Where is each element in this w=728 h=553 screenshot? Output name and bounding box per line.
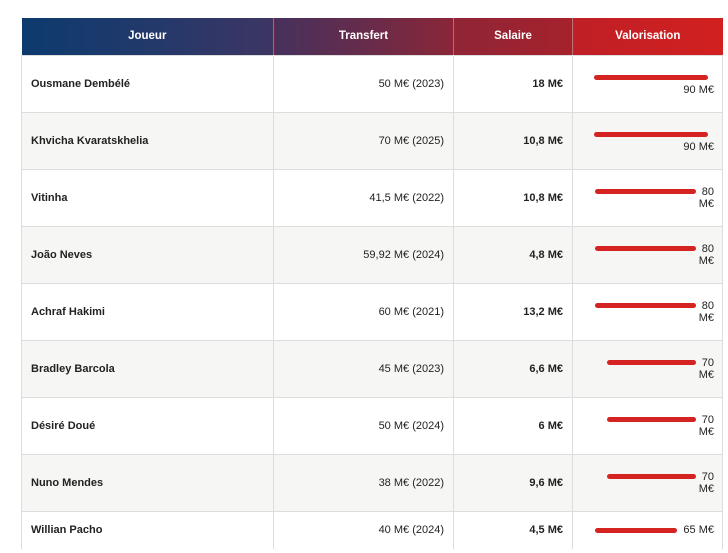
valuation-cell: 70 M€: [572, 396, 723, 455]
valuation-value: 70 M€: [698, 470, 714, 495]
player-name-cell: Willian Pacho: [21, 510, 274, 549]
player-name-cell: Ousmane Dembélé: [21, 54, 274, 113]
valuation-bar: [594, 189, 696, 195]
valuation-cell: 90 M€: [572, 111, 723, 170]
transfer-cell: 50 M€ (2024): [273, 396, 454, 455]
valuation-bar: [594, 132, 708, 138]
salary-cell: 10,8 M€: [453, 111, 573, 170]
transfer-cell: 40 M€ (2024): [273, 510, 454, 549]
salary-cell: 10,8 M€: [453, 168, 573, 227]
player-name-cell: Vitinha: [21, 168, 274, 227]
salary-cell: 4,5 M€: [453, 510, 573, 549]
salary-cell: 6 M€: [453, 396, 573, 455]
salary-cell: 13,2 M€: [453, 282, 573, 341]
valuation-value: 70 M€: [698, 413, 714, 438]
valuation-cell: 70 M€: [572, 453, 723, 512]
valuation-cell: 65 M€: [572, 510, 723, 549]
table-row: Khvicha Kvaratskhelia 70 M€ (2025) 10,8 M€…: [21, 111, 723, 170]
valuation-value: 90 M€: [683, 83, 714, 96]
transfer-cell: 59,92 M€ (2024): [273, 225, 454, 284]
valuation-bar: [606, 417, 696, 423]
column-header-transfer[interactable]: Transfert: [273, 18, 454, 55]
table-header-row: Joueur Transfert Salaire Valorisation: [21, 18, 723, 55]
valuation-cell: 90 M€: [572, 54, 723, 113]
salary-cell: 4,8 M€: [453, 225, 573, 284]
transfer-cell: 60 M€ (2021): [273, 282, 454, 341]
valuation-cell: 80 M€: [572, 282, 723, 341]
player-name-cell: João Neves: [21, 225, 274, 284]
table-row: Willian Pacho 40 M€ (2024) 4,5 M€ 65 M€: [21, 510, 723, 549]
valuation-bar: [594, 303, 696, 309]
salary-cell: 9,6 M€: [453, 453, 573, 512]
transfer-cell: 38 M€ (2022): [273, 453, 454, 512]
valuation-cell: 80 M€: [572, 225, 723, 284]
player-name-cell: Khvicha Kvaratskhelia: [21, 111, 274, 170]
player-name-cell: Désiré Doué: [21, 396, 274, 455]
table-row: Ousmane Dembélé 50 M€ (2023) 18 M€ 90 M€: [21, 54, 723, 113]
valuation-cell: 70 M€: [572, 339, 723, 398]
valuation-bar: [595, 527, 678, 533]
valuation-value: 65 M€: [683, 524, 714, 537]
player-table: Joueur Transfert Salaire Valorisation Ou…: [21, 18, 723, 549]
valuation-value: 80 M€: [698, 242, 714, 267]
valuation-value: 70 M€: [698, 356, 714, 381]
salary-cell: 18 M€: [453, 54, 573, 113]
valuation-value: 80 M€: [698, 299, 714, 324]
valuation-bar: [594, 246, 696, 252]
player-name-cell: Nuno Mendes: [21, 453, 274, 512]
transfer-cell: 41,5 M€ (2022): [273, 168, 454, 227]
valuation-value: 90 M€: [683, 140, 714, 153]
transfer-cell: 50 M€ (2023): [273, 54, 454, 113]
salary-cell: 6,6 M€: [453, 339, 573, 398]
table-row: Désiré Doué 50 M€ (2024) 6 M€ 70 M€: [21, 396, 723, 455]
column-header-valuation[interactable]: Valorisation: [572, 18, 723, 55]
table-row: Nuno Mendes 38 M€ (2022) 9,6 M€ 70 M€: [21, 453, 723, 512]
transfer-cell: 45 M€ (2023): [273, 339, 454, 398]
valuation-value: 80 M€: [698, 185, 714, 210]
transfer-cell: 70 M€ (2025): [273, 111, 454, 170]
column-header-player[interactable]: Joueur: [21, 18, 274, 55]
table-row: João Neves 59,92 M€ (2024) 4,8 M€ 80 M€: [21, 225, 723, 284]
table-row: Bradley Barcola 45 M€ (2023) 6,6 M€ 70 M€: [21, 339, 723, 398]
table-row: Achraf Hakimi 60 M€ (2021) 13,2 M€ 80 M€: [21, 282, 723, 341]
table-row: Vitinha 41,5 M€ (2022) 10,8 M€ 80 M€: [21, 168, 723, 227]
valuation-bar: [606, 360, 696, 366]
valuation-bar: [606, 474, 696, 480]
valuation-bar: [594, 75, 708, 81]
valuation-cell: 80 M€: [572, 168, 723, 227]
column-header-salary[interactable]: Salaire: [453, 18, 573, 55]
player-name-cell: Bradley Barcola: [21, 339, 274, 398]
player-name-cell: Achraf Hakimi: [21, 282, 274, 341]
